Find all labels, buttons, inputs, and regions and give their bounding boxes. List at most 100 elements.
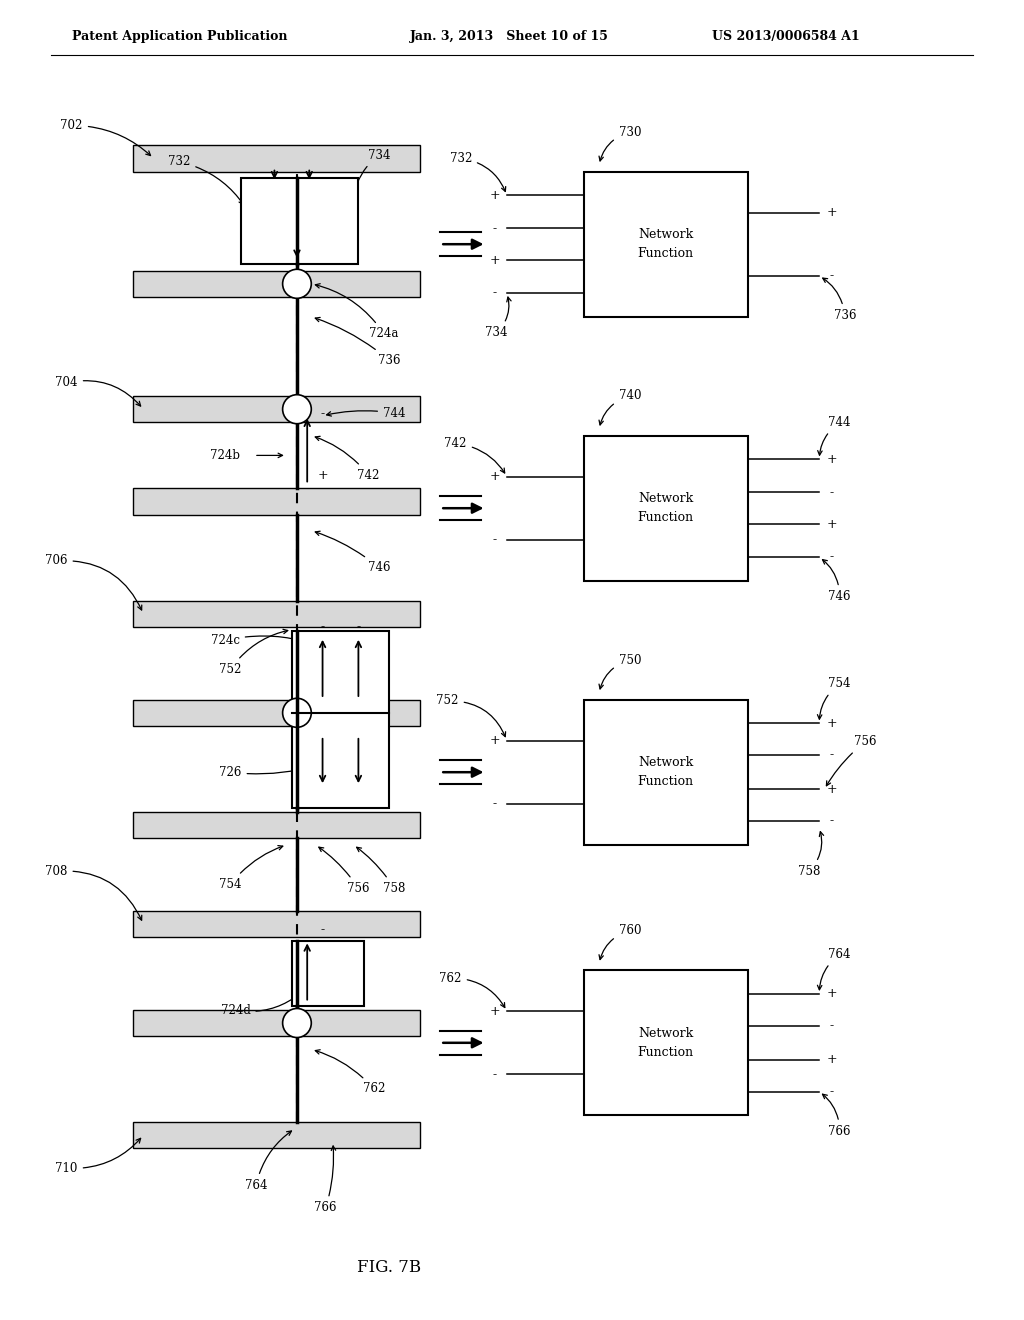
Bar [133, 1122, 420, 1148]
Text: -: - [829, 550, 834, 564]
Text: 730: 730 [599, 125, 641, 161]
Bar [133, 911, 420, 937]
Text: -: - [829, 486, 834, 499]
Text: Network
Function: Network Function [638, 756, 693, 788]
Text: 750: 750 [599, 653, 641, 689]
Text: +: + [489, 734, 500, 747]
Text: -: - [321, 620, 325, 632]
Text: 766: 766 [822, 1094, 851, 1138]
Text: -: - [493, 286, 497, 300]
Text: 734: 734 [485, 297, 511, 339]
Text: 724b: 724b [210, 449, 240, 462]
Text: +: + [305, 756, 315, 768]
Ellipse shape [283, 1008, 311, 1038]
Text: 736: 736 [315, 317, 400, 367]
Text: 762: 762 [315, 1049, 385, 1096]
Text: Network
Function: Network Function [638, 1027, 693, 1059]
Bar [292, 941, 364, 1006]
Bar [584, 172, 748, 317]
Text: 752: 752 [219, 630, 288, 676]
Text: 746: 746 [315, 531, 390, 574]
Text: 752: 752 [436, 694, 506, 737]
Text: +: + [826, 517, 837, 531]
Text: 740: 740 [599, 389, 641, 425]
Text: 706: 706 [45, 554, 141, 610]
Text: 766: 766 [314, 1146, 337, 1214]
Ellipse shape [283, 395, 311, 424]
Text: 704: 704 [55, 376, 140, 407]
Bar [584, 970, 748, 1115]
Text: -: - [493, 533, 497, 546]
Text: +: + [826, 206, 837, 219]
Text: -: - [493, 1068, 497, 1081]
Text: 760: 760 [599, 924, 641, 960]
Text: 758: 758 [356, 847, 406, 895]
Text: Patent Application Publication: Patent Application Publication [72, 30, 287, 44]
Text: 764: 764 [817, 948, 851, 990]
Text: +: + [489, 253, 500, 267]
Text: -: - [302, 273, 307, 286]
Bar [133, 145, 420, 172]
Text: 732: 732 [168, 156, 244, 205]
Text: +: + [317, 978, 328, 990]
Text: 746: 746 [822, 560, 851, 603]
Bar [133, 271, 420, 297]
Text: +: + [489, 470, 500, 483]
Text: 742: 742 [315, 437, 380, 482]
Text: 756: 756 [826, 735, 877, 785]
Text: -: - [829, 1019, 834, 1032]
Text: FIG. 7B: FIG. 7B [357, 1259, 421, 1275]
Text: Network
Function: Network Function [638, 228, 693, 260]
Text: 724c: 724c [211, 634, 376, 690]
Text: 754: 754 [219, 846, 283, 891]
Text: US 2013/0006584 A1: US 2013/0006584 A1 [712, 30, 859, 44]
Text: +: + [489, 189, 500, 202]
Text: 736: 736 [822, 279, 856, 322]
Bar [133, 396, 420, 422]
Text: -: - [307, 185, 311, 198]
Text: -: - [829, 748, 834, 762]
Text: +: + [299, 242, 310, 255]
Ellipse shape [283, 269, 311, 298]
Text: 724d: 724d [220, 990, 304, 1016]
Bar [241, 178, 358, 264]
Text: 754: 754 [817, 677, 851, 719]
Text: 724a: 724a [315, 284, 398, 341]
Text: 742: 742 [444, 437, 505, 473]
Text: -: - [321, 924, 325, 936]
Text: 744: 744 [327, 407, 406, 420]
Text: 702: 702 [60, 119, 151, 156]
Text: -: - [829, 814, 834, 828]
Text: -: - [493, 797, 497, 810]
Text: 764: 764 [245, 1131, 292, 1192]
Bar [133, 700, 420, 726]
Text: 710: 710 [55, 1138, 140, 1175]
Text: Jan. 3, 2013   Sheet 10 of 15: Jan. 3, 2013 Sheet 10 of 15 [410, 30, 608, 44]
Text: +: + [826, 1053, 837, 1067]
Bar [584, 436, 748, 581]
Text: +: + [826, 453, 837, 466]
Bar [292, 631, 389, 808]
Text: +: + [826, 987, 837, 1001]
Text: -: - [321, 407, 325, 420]
Text: -: - [356, 620, 360, 632]
Text: -: - [829, 269, 834, 282]
Bar [133, 812, 420, 838]
Text: -: - [272, 185, 276, 198]
Text: 708: 708 [45, 865, 141, 920]
Bar [133, 601, 420, 627]
Ellipse shape [283, 698, 311, 727]
Text: +: + [489, 1005, 500, 1018]
Text: -: - [493, 222, 497, 235]
Text: Network
Function: Network Function [638, 492, 693, 524]
Text: +: + [826, 717, 837, 730]
Text: -: - [369, 770, 373, 781]
Bar [133, 488, 420, 515]
Text: 726: 726 [219, 735, 376, 779]
Text: 744: 744 [818, 416, 851, 455]
Text: 758: 758 [798, 832, 823, 878]
Text: -: - [829, 1085, 834, 1098]
Text: +: + [317, 469, 328, 482]
Text: 762: 762 [439, 972, 505, 1007]
Bar [584, 700, 748, 845]
